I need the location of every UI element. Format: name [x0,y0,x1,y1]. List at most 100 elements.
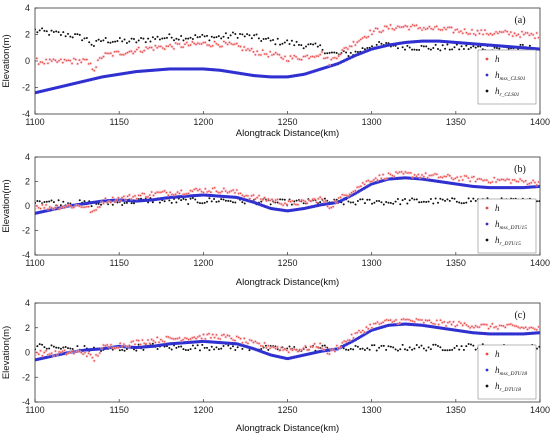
data-point [41,343,44,346]
data-point [155,68,158,72]
data-point [247,199,250,203]
data-point [262,74,265,78]
data-point [118,36,121,39]
data-point [460,45,463,48]
data-point [518,332,521,336]
legend-entry: h [495,203,500,213]
data-point [168,195,171,199]
data-point [330,201,333,205]
data-point [406,176,409,180]
data-point [69,347,72,350]
data-point [199,340,202,344]
data-point [203,201,206,204]
data-point [217,340,220,344]
data-point [524,326,527,329]
data-point [190,67,193,71]
panel-label: (c) [514,310,525,321]
data-point [358,189,361,193]
data-point [421,319,423,321]
data-point [252,194,255,196]
data-point [414,40,417,44]
data-point [429,198,432,201]
data-point [309,352,312,356]
data-point [76,345,79,348]
data-point [126,51,129,54]
data-point [223,195,226,199]
data-point [175,346,178,349]
data-point [526,46,529,50]
data-point [286,39,289,42]
data-point [248,49,251,52]
data-point [536,184,538,186]
data-point [371,47,374,51]
data-point [204,187,207,190]
data-point [368,46,371,49]
data-point [269,347,271,349]
data-point [413,347,416,350]
data-point [367,184,370,188]
data-point [377,326,380,330]
data-point [538,200,540,203]
data-point [64,351,67,355]
data-point [532,179,534,182]
data-point [354,344,357,347]
data-point [162,196,165,200]
data-point [324,349,327,353]
data-point [45,204,47,206]
data-point [460,30,462,32]
data-point [462,202,465,205]
data-point [406,25,408,28]
data-point [254,198,257,200]
data-point [210,200,213,203]
data-point [87,352,90,355]
data-point [354,203,357,206]
data-point [161,197,164,201]
data-point [35,358,36,362]
data-point [121,196,123,199]
data-point [198,349,201,352]
data-point [132,199,135,203]
data-point [502,186,505,190]
data-point [485,332,488,336]
data-point [444,199,447,202]
data-point [459,41,462,45]
data-point [149,342,151,345]
data-point [352,201,355,204]
data-point [38,357,41,361]
data-point [349,51,352,54]
data-point [345,51,348,54]
data-point [123,38,126,41]
data-point [426,324,429,328]
data-point [183,194,186,198]
data-point [168,67,171,71]
data-point [517,45,520,49]
data-point [94,76,97,80]
data-point [380,201,383,204]
data-point [305,72,308,76]
data-point [52,30,55,33]
data-point [538,47,540,51]
data-point [523,186,526,190]
data-point [215,334,218,336]
data-point [149,194,151,196]
data-point [371,45,374,48]
data-point [227,70,230,74]
data-point [435,39,438,43]
data-point [487,327,490,330]
data-point [286,203,288,206]
data-point [296,355,299,359]
data-point [273,201,275,204]
data-point [187,340,190,344]
data-point [185,341,188,345]
data-point [97,355,99,357]
x-tick-label: 1250 [277,405,297,415]
data-point [456,176,458,178]
data-point [293,44,296,47]
data-point [187,349,190,352]
data-point [281,42,284,45]
data-point [180,199,183,202]
data-point [180,195,183,199]
data-point [123,349,126,352]
data-point [215,190,218,193]
data-point [212,340,215,344]
